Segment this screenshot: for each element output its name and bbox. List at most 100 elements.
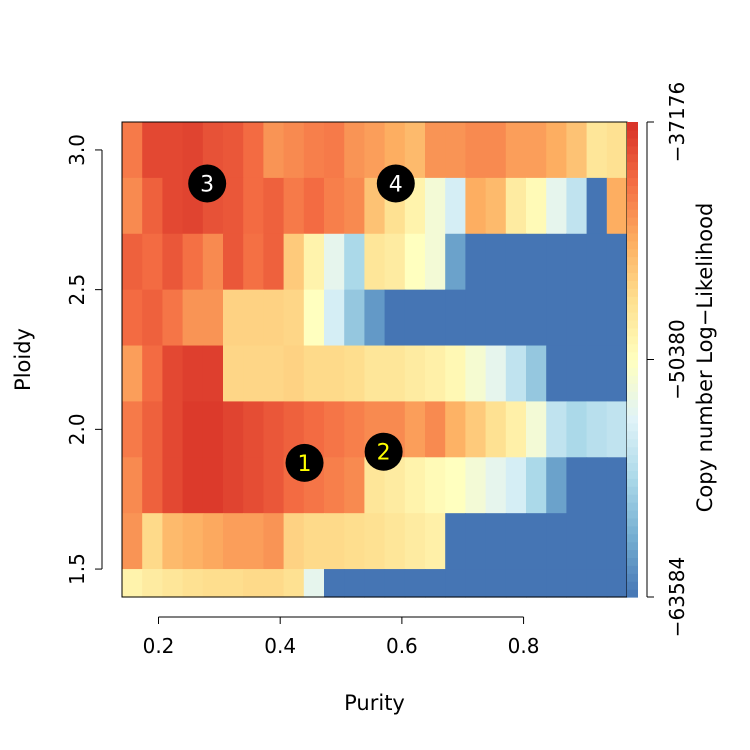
heatmap-cell xyxy=(445,401,466,458)
heatmap-cell xyxy=(344,122,365,179)
colorbar-swatch xyxy=(627,272,638,281)
heatmap-cell xyxy=(566,233,588,291)
heatmap-cell xyxy=(404,401,426,458)
heatmap-cell xyxy=(425,569,446,598)
heatmap-cell xyxy=(526,513,547,570)
heatmap-cell xyxy=(546,513,567,570)
heatmap-cell xyxy=(263,289,285,347)
heatmap-cell xyxy=(223,401,244,458)
heatmap-cell xyxy=(243,289,264,347)
heatmap-cell xyxy=(162,345,184,403)
heatmap-cell xyxy=(404,289,426,347)
heatmap-cell xyxy=(364,122,386,179)
heatmap-cell xyxy=(364,289,386,347)
heatmap-cell xyxy=(303,177,325,235)
heatmap-cell xyxy=(263,513,285,570)
heatmap-cell xyxy=(263,401,285,458)
marker-label: 1 xyxy=(298,452,312,477)
heatmap-cell xyxy=(404,122,426,179)
heatmap-cell xyxy=(465,401,487,458)
heatmap-cell xyxy=(122,345,143,403)
heatmap-cell xyxy=(142,122,163,179)
heatmap-cell xyxy=(182,457,204,514)
heatmap-cell xyxy=(263,457,285,514)
heatmap-cell xyxy=(162,233,184,291)
heatmap-cell xyxy=(586,513,608,570)
colorbar-swatch xyxy=(627,462,638,471)
heatmap-cell xyxy=(263,569,285,598)
colorbar-swatch xyxy=(627,422,638,432)
heatmap-cell xyxy=(303,233,325,291)
heatmap-cell xyxy=(142,177,163,235)
colorbar-swatch xyxy=(627,177,638,186)
heatmap-cell xyxy=(122,122,143,179)
heatmap-cell xyxy=(445,233,466,291)
colorbar-swatch xyxy=(627,312,638,321)
colorbar-swatch xyxy=(627,343,638,353)
heatmap-cell xyxy=(162,401,184,458)
colorbar-swatch xyxy=(627,541,638,551)
colorbar-tick-label: −37176 xyxy=(665,82,689,162)
heatmap-cell xyxy=(243,569,264,598)
heatmap-cell xyxy=(505,289,527,347)
heatmap-cell xyxy=(586,345,608,403)
heatmap-cell xyxy=(384,233,406,291)
heatmap-cell xyxy=(526,345,547,403)
x-axis: 0.2 0.4 0.6 0.8 xyxy=(143,616,539,658)
heatmap-cell xyxy=(122,289,143,347)
heatmap-cell xyxy=(546,401,567,458)
heatmap-cell xyxy=(122,457,143,514)
heatmap-cell xyxy=(425,122,446,179)
heatmap-cell xyxy=(384,289,406,347)
heatmap-cell xyxy=(344,233,365,291)
heatmap-cell xyxy=(202,122,224,179)
heatmap-cell xyxy=(546,457,567,514)
heatmap-cell xyxy=(586,457,608,514)
heatmap-cell xyxy=(263,345,285,403)
colorbar-swatch xyxy=(627,280,638,289)
heatmap-cell xyxy=(566,289,588,347)
heatmap-cell xyxy=(182,233,204,291)
heatmap-cell xyxy=(505,177,527,235)
heatmap-cell xyxy=(162,513,184,570)
heatmap-cell xyxy=(223,122,244,179)
marker-label: 3 xyxy=(200,172,214,197)
heatmap-cell xyxy=(566,122,588,179)
heatmap-cell xyxy=(425,289,446,347)
heatmap-cell xyxy=(162,289,184,347)
heatmap-cell xyxy=(526,122,547,179)
colorbar-swatch xyxy=(627,296,638,305)
colorbar-swatch xyxy=(627,201,638,210)
marker-circle xyxy=(285,443,324,482)
heatmap-cell xyxy=(586,289,608,347)
heatmap-cell xyxy=(566,569,588,598)
heatmap-cell xyxy=(303,289,325,347)
colorbar-swatch xyxy=(627,145,638,155)
heatmap-cell xyxy=(526,569,547,598)
heatmap-cell xyxy=(485,457,507,514)
heatmap-cell xyxy=(122,569,143,598)
heatmap-cell xyxy=(223,457,244,514)
heatmap-cell xyxy=(223,289,244,347)
heatmap-cell xyxy=(303,345,325,403)
heatmap-cell xyxy=(324,401,345,458)
colorbar-swatch xyxy=(627,502,638,511)
heatmap-cell xyxy=(202,345,224,403)
heatmap-cell xyxy=(505,122,527,179)
heatmap-cell xyxy=(606,233,628,291)
marker-circle xyxy=(364,432,403,471)
colorbar-tick-label: −63584 xyxy=(665,557,689,637)
heatmap-cell xyxy=(364,345,386,403)
heatmap-cell xyxy=(384,122,406,179)
colorbar-swatch xyxy=(627,509,638,519)
heatmap-cell xyxy=(606,177,628,235)
heatmap-cell xyxy=(283,569,305,598)
colorbar-swatch xyxy=(627,161,638,171)
heatmap-cell xyxy=(485,122,507,179)
heatmap-cell xyxy=(122,233,143,291)
colorbar-swatch xyxy=(627,399,638,408)
heatmap-cell xyxy=(324,569,345,598)
colorbar-swatch xyxy=(627,557,638,566)
annotation-markers: 1 2 3 4 xyxy=(188,164,415,482)
heatmap-cell xyxy=(546,233,567,291)
